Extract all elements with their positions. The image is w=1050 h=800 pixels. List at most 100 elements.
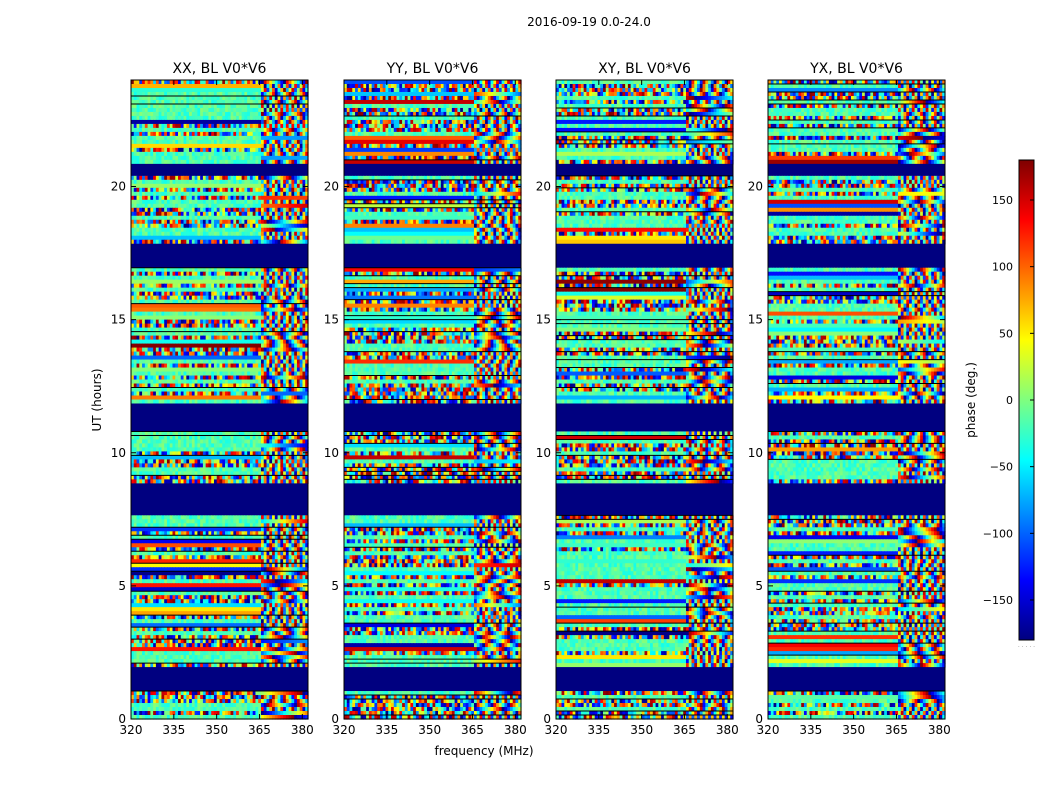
heatmap-cell xyxy=(285,215,290,221)
heatmap-cell xyxy=(291,195,295,201)
heatmap-cell xyxy=(200,235,204,241)
heatmap-cell xyxy=(263,175,268,181)
heatmap-cell xyxy=(236,87,240,93)
heatmap-cell xyxy=(252,287,257,293)
heatmap-cell xyxy=(296,183,301,189)
heatmap-cell xyxy=(200,199,204,205)
heatmap-cell xyxy=(285,143,290,149)
heatmap-cell xyxy=(288,111,293,117)
heatmap-cell xyxy=(252,271,257,277)
heatmap-cell xyxy=(153,151,157,157)
heatmap-cell xyxy=(236,227,240,233)
heatmap-cell xyxy=(147,231,151,237)
heatmap-cell xyxy=(191,103,196,109)
heatmap-cell xyxy=(222,119,226,125)
heatmap-cell xyxy=(197,107,201,113)
heatmap-cell xyxy=(191,283,196,289)
heatmap-cell xyxy=(178,111,182,117)
heatmap-cell xyxy=(194,215,198,221)
heatmap-cell xyxy=(142,183,146,189)
heatmap-cell xyxy=(230,95,234,101)
heatmap-cell xyxy=(296,179,301,185)
heatmap-cell xyxy=(186,179,190,185)
heatmap-cell xyxy=(211,207,215,213)
heatmap-cell xyxy=(155,99,160,105)
heatmap-cell xyxy=(172,159,176,165)
heatmap-cell xyxy=(288,287,293,293)
heatmap-cell xyxy=(274,287,279,293)
heatmap-cell xyxy=(283,95,287,101)
heatmap-cell xyxy=(252,199,257,205)
heatmap-cell xyxy=(144,87,149,93)
heatmap-cell xyxy=(230,211,234,217)
heatmap-cell xyxy=(227,127,232,133)
heatmap-cell xyxy=(158,131,163,137)
heatmap-cell xyxy=(153,227,157,233)
heatmap-cell xyxy=(180,175,185,181)
heatmap-cell xyxy=(166,131,171,137)
heatmap-cell xyxy=(158,123,163,129)
heatmap-cell xyxy=(153,99,157,105)
heatmap-cell xyxy=(200,151,204,157)
heatmap-cell xyxy=(230,159,234,165)
heatmap-cell xyxy=(142,231,146,237)
heatmap-cell xyxy=(161,179,165,185)
heatmap-cell xyxy=(175,207,179,213)
heatmap-cell xyxy=(236,131,240,137)
heatmap-cell xyxy=(247,111,251,117)
heatmap-cell xyxy=(230,139,234,145)
heatmap-cell xyxy=(191,231,196,237)
heatmap-cell xyxy=(191,211,196,217)
heatmap-cell xyxy=(269,123,273,129)
heatmap-cell xyxy=(172,239,176,245)
heatmap-cell xyxy=(285,239,290,245)
heatmap-cell xyxy=(178,119,182,125)
heatmap-cell xyxy=(291,235,295,241)
heatmap-cell xyxy=(216,135,221,141)
heatmap-cell xyxy=(139,80,143,85)
heatmap-cell xyxy=(202,155,207,161)
heatmap-cell xyxy=(258,131,262,137)
heatmap-cell xyxy=(269,80,273,85)
heatmap-cell xyxy=(166,223,171,229)
heatmap-cell xyxy=(191,135,196,141)
heatmap-cell xyxy=(200,219,204,225)
heatmap-cell xyxy=(294,83,298,89)
heatmap-cell xyxy=(133,275,138,281)
heatmap-cell xyxy=(260,91,265,97)
heatmap-cell xyxy=(161,123,165,129)
heatmap-cell xyxy=(302,267,306,273)
heatmap-cell xyxy=(247,275,251,281)
heatmap-cell xyxy=(166,191,171,197)
heatmap-cell xyxy=(225,147,229,153)
heatmap-cell xyxy=(211,115,215,121)
heatmap-cell xyxy=(197,239,201,245)
heatmap-cell xyxy=(213,123,218,129)
heatmap-cell xyxy=(272,99,276,105)
heatmap-cell xyxy=(133,87,138,93)
heatmap-cell xyxy=(247,179,251,185)
heatmap-cell xyxy=(227,219,232,225)
heatmap-cell xyxy=(144,155,149,161)
heatmap-cell xyxy=(252,203,257,209)
heatmap-cell xyxy=(142,275,146,281)
heatmap-cell xyxy=(180,127,185,133)
heatmap-cell xyxy=(131,279,135,285)
heatmap-cell xyxy=(236,271,240,277)
heatmap-cell xyxy=(305,107,309,113)
heatmap-cell xyxy=(191,99,196,105)
heatmap-cell xyxy=(166,211,171,217)
heatmap-cell xyxy=(211,87,215,93)
heatmap-cell xyxy=(175,103,179,109)
heatmap-cell xyxy=(288,195,293,201)
heatmap-cell xyxy=(175,271,179,277)
heatmap-cell xyxy=(244,195,248,201)
heatmap-cell xyxy=(227,215,232,221)
heatmap-cell xyxy=(202,187,207,193)
heatmap-cell xyxy=(147,115,151,121)
heatmap-cell xyxy=(272,139,276,145)
heatmap-cell xyxy=(175,215,179,221)
heatmap-cell xyxy=(225,95,229,101)
heatmap-cell xyxy=(230,135,234,141)
heatmap-cell xyxy=(302,187,306,193)
